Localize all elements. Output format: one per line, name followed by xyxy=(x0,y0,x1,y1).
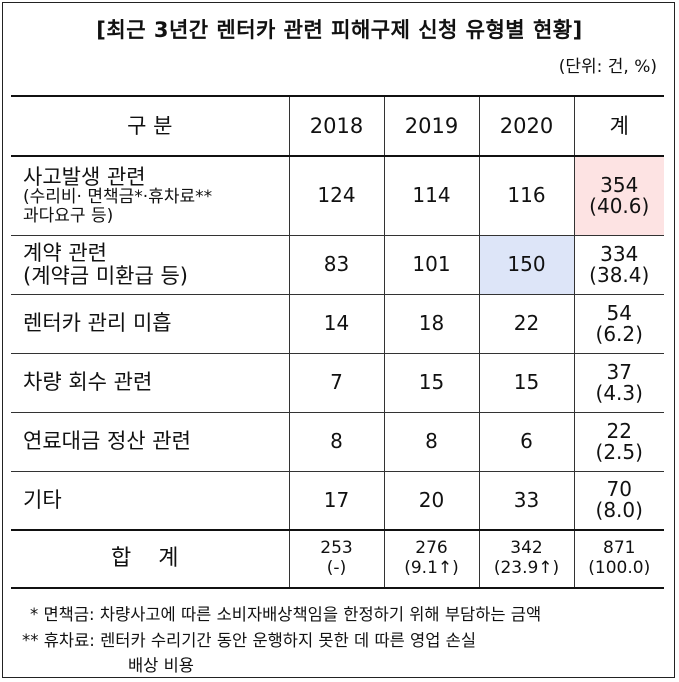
header-2019: 2019 xyxy=(383,95,480,157)
total-percent: (8.0) xyxy=(595,498,643,523)
cell-2018: 8 xyxy=(288,411,385,472)
row-label-sub: (수리비· 면책금*·휴차료** xyxy=(23,187,213,208)
cell-2019: 15 xyxy=(383,352,480,413)
total-percent: (4.3) xyxy=(595,380,643,405)
footnote-2-continued: 배상 비용 xyxy=(128,656,194,675)
complaint-table: 구 분 2018 2019 2020 계 사고발생 관련 (수리비· 면책금*·… xyxy=(11,95,664,589)
row-label-sub: (계약금 미환급 등) xyxy=(23,263,188,288)
cell-total: 354 (40.6) xyxy=(573,155,664,236)
total-2019-value: 276 xyxy=(415,538,448,559)
row-label: 기타 xyxy=(11,470,290,531)
total-value: 22 xyxy=(606,418,632,443)
footnote-1: * 면책금: 차량사고에 따른 소비자배상책임을 한정하기 위해 부담하는 금액 xyxy=(30,605,542,624)
total-2020: 342 (23.9↑) xyxy=(478,529,575,589)
table-row: 기타 17 20 33 70 (8.0) xyxy=(11,470,664,531)
total-2020-change: (23.9↑) xyxy=(493,558,560,578)
row-label: 사고발생 관련 (수리비· 면책금*·휴차료** 과다요구 등) xyxy=(11,155,290,236)
row-label-main: 계약 관련 xyxy=(23,241,107,266)
cell-2019: 114 xyxy=(383,155,480,236)
cell-2018: 124 xyxy=(288,155,385,236)
footnote-2: ** 휴차료: 렌터카 수리기간 동안 운행하지 못한 데 따른 영업 손실 xyxy=(22,631,477,650)
cell-total: 70 (8.0) xyxy=(573,470,664,531)
row-label-main: 차량 회수 관련 xyxy=(23,370,153,395)
header-category: 구 분 xyxy=(11,95,290,157)
table-row: 사고발생 관련 (수리비· 면책금*·휴차료** 과다요구 등) 124 114… xyxy=(11,155,664,236)
total-2018: 253 (-) xyxy=(288,529,385,589)
cell-2020: 6 xyxy=(478,411,575,472)
row-label-main: 기타 xyxy=(23,488,62,513)
total-2019-change: (9.1↑) xyxy=(404,558,459,578)
row-label: 차량 회수 관련 xyxy=(11,352,290,413)
row-label-main: 연료대금 정산 관련 xyxy=(23,429,191,454)
total-value: 334 xyxy=(600,241,639,266)
cell-2020: 22 xyxy=(478,293,575,354)
grand-total-value: 871 xyxy=(603,538,636,559)
cell-2019: 20 xyxy=(383,470,480,531)
total-value: 354 xyxy=(600,172,639,197)
cell-2018: 14 xyxy=(288,293,385,354)
total-value: 70 xyxy=(606,477,632,502)
header-total: 계 xyxy=(573,95,664,157)
total-percent: (38.4) xyxy=(589,262,650,287)
table-row: 차량 회수 관련 7 15 15 37 (4.3) xyxy=(11,352,664,413)
row-label: 렌터카 관리 미흡 xyxy=(11,293,290,354)
total-row-label: 합 계 xyxy=(11,529,290,589)
total-percent: (2.5) xyxy=(595,439,643,464)
total-row: 합 계 253 (-) 276 (9.1↑) 342 (23.9↑) 871 (… xyxy=(11,529,664,589)
row-label-main: 사고발생 관련 xyxy=(23,165,146,190)
unit-label: (단위: 건, %) xyxy=(558,57,657,77)
total-grand: 871 (100.0) xyxy=(573,529,664,589)
page-title: [최근 3년간 렌터카 관련 피해구제 신청 유형별 현황] xyxy=(96,18,583,42)
cell-2020: 116 xyxy=(478,155,575,236)
total-2018-value: 253 xyxy=(320,538,353,559)
table-row: 계약 관련 (계약금 미환급 등) 83 101 150 334 (38.4) xyxy=(11,234,664,295)
cell-2019: 101 xyxy=(383,234,480,295)
cell-2018: 17 xyxy=(288,470,385,531)
total-percent: (40.6) xyxy=(589,193,650,218)
table-row: 연료대금 정산 관련 8 8 6 22 (2.5) xyxy=(11,411,664,472)
cell-total: 334 (38.4) xyxy=(573,234,664,295)
table-row: 렌터카 관리 미흡 14 18 22 54 (6.2) xyxy=(11,293,664,354)
total-percent: (6.2) xyxy=(595,321,643,346)
cell-2019: 18 xyxy=(383,293,480,354)
cell-2020: 33 xyxy=(478,470,575,531)
total-2020-value: 342 xyxy=(510,538,543,559)
header-2020: 2020 xyxy=(478,95,575,157)
row-label-sub: 과다요구 등) xyxy=(23,205,114,226)
row-label: 계약 관련 (계약금 미환급 등) xyxy=(11,234,290,295)
cell-2019: 8 xyxy=(383,411,480,472)
cell-total: 22 (2.5) xyxy=(573,411,664,472)
total-2018-change: (-) xyxy=(326,558,347,578)
row-label: 연료대금 정산 관련 xyxy=(11,411,290,472)
row-label-main: 렌터카 관리 미흡 xyxy=(23,311,172,336)
header-2018: 2018 xyxy=(288,95,385,157)
cell-2020: 15 xyxy=(478,352,575,413)
total-value: 37 xyxy=(606,359,632,384)
table-header-row: 구 분 2018 2019 2020 계 xyxy=(11,95,664,157)
grand-total-percent: (100.0) xyxy=(588,558,651,578)
total-2019: 276 (9.1↑) xyxy=(383,529,480,589)
cell-2020: 150 xyxy=(478,234,575,295)
cell-2018: 83 xyxy=(288,234,385,295)
total-value: 54 xyxy=(606,300,632,325)
cell-total: 37 (4.3) xyxy=(573,352,664,413)
cell-total: 54 (6.2) xyxy=(573,293,664,354)
cell-2018: 7 xyxy=(288,352,385,413)
